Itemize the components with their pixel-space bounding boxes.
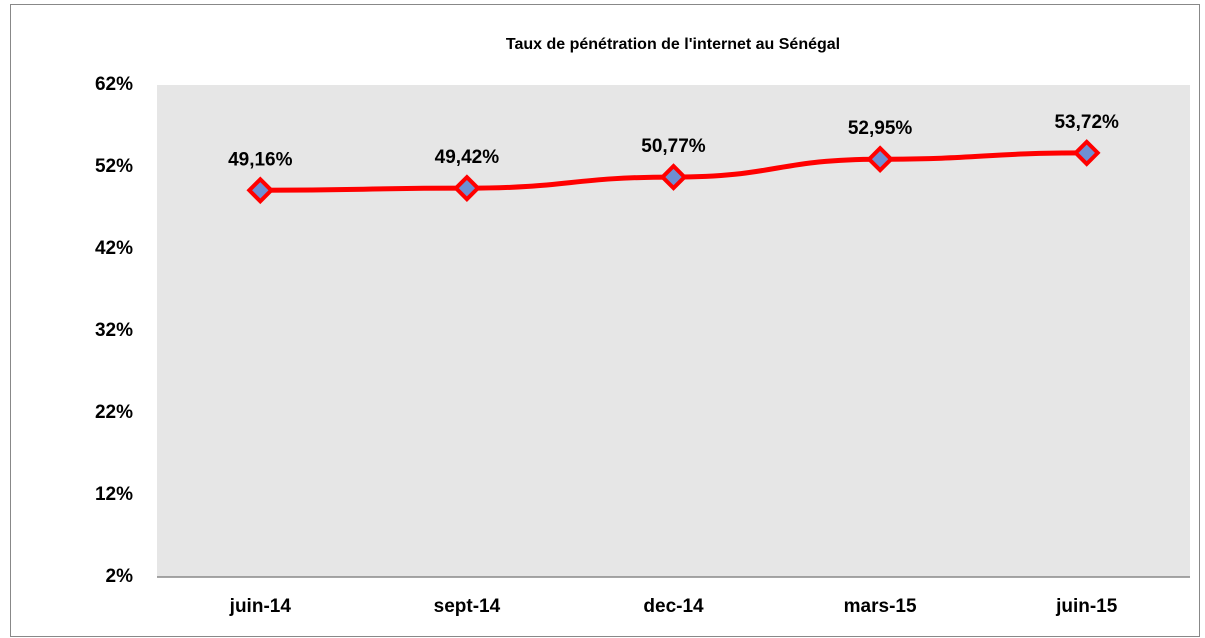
y-tick-label: 62%: [95, 74, 133, 95]
x-tick-label: sept-14: [434, 596, 501, 617]
marker: [246, 176, 275, 205]
y-tick-label: 22%: [95, 402, 133, 423]
plot-area: [157, 85, 1190, 577]
x-tick-label: mars-15: [844, 596, 917, 617]
y-tick-label: 32%: [95, 320, 133, 341]
marker: [866, 145, 894, 174]
marker: [1072, 139, 1101, 167]
data-label: 50,77%: [641, 136, 706, 157]
data-label: 52,95%: [848, 118, 913, 139]
data-label: 53,72%: [1054, 112, 1119, 133]
y-tick-label: 42%: [95, 238, 133, 259]
y-tick-label: 52%: [95, 156, 133, 177]
marker: [659, 163, 688, 191]
y-tick-label: 12%: [95, 484, 133, 505]
x-tick-label: juin-15: [1055, 596, 1118, 617]
data-label: 49,16%: [228, 149, 293, 170]
x-tick-label: dec-14: [643, 596, 704, 617]
chart-title: Taux de pénétration de l'internet au Sén…: [506, 36, 840, 53]
data-label: 49,42%: [435, 147, 500, 168]
y-tick-label: 2%: [106, 566, 134, 587]
x-tick-label: juin-14: [229, 596, 292, 617]
marker: [453, 174, 481, 202]
